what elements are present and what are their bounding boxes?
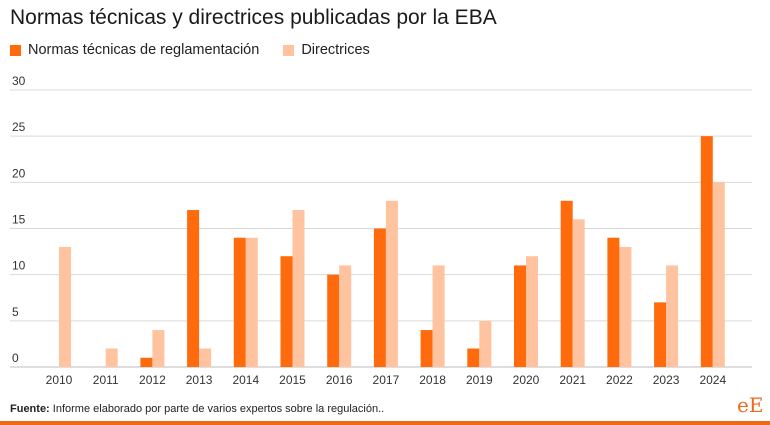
y-tick-label: 10 <box>12 259 26 273</box>
bar-directrices <box>432 265 445 367</box>
legend-label-directrices: Directrices <box>301 42 370 58</box>
bar-directrices <box>385 200 398 367</box>
x-tick-label: 2017 <box>373 373 400 387</box>
bar-directrices <box>572 219 585 367</box>
bar-directrices <box>105 348 118 367</box>
x-tick-label: 2019 <box>466 373 493 387</box>
x-tick-label: 2016 <box>326 373 353 387</box>
x-tick-label: 2010 <box>46 373 73 387</box>
bar-directrices <box>339 265 352 367</box>
chart-title: Normas técnicas y directrices publicadas… <box>10 6 497 29</box>
bar-normas <box>560 200 573 367</box>
bar-normas <box>327 274 340 367</box>
x-tick-label: 2023 <box>653 373 680 387</box>
x-tick-label: 2011 <box>93 373 119 387</box>
bar-directrices <box>526 256 538 367</box>
x-tick-label: 2012 <box>139 373 166 387</box>
bar-directrices <box>152 330 165 367</box>
brand-logo: eE <box>737 393 764 417</box>
legend-item-normas: Normas técnicas de reglamentación <box>10 42 259 58</box>
bar-normas <box>187 210 200 367</box>
source-label: Fuente: <box>10 403 50 415</box>
x-tick-label: 2014 <box>232 373 259 387</box>
x-tick-label: 2024 <box>699 373 726 387</box>
source-note: Fuente: Informe elaborado por parte de v… <box>10 403 384 415</box>
bar-normas <box>607 237 620 367</box>
bar-normas <box>514 265 526 367</box>
bar-normas <box>280 256 293 367</box>
x-tick-label: 2020 <box>513 373 540 387</box>
bar-normas <box>654 302 667 367</box>
legend-swatch-normas <box>10 44 21 56</box>
chart-legend: Normas técnicas de reglamentación Direct… <box>10 42 394 58</box>
x-tick-label: 2022 <box>606 373 633 387</box>
legend-label-normas: Normas técnicas de reglamentación <box>28 42 260 58</box>
source-text: Informe elaborado por parte de varios ex… <box>52 403 385 415</box>
y-tick-label: 25 <box>12 120 26 134</box>
bar-normas <box>700 136 713 367</box>
bar-directrices <box>199 348 212 367</box>
y-tick-label: 0 <box>12 351 19 365</box>
x-tick-label: 2018 <box>419 373 446 387</box>
bar-chart: 0 5 10 15 20 25 30 2010 2011 2012 2013 2014 2015 2016… <box>10 74 752 387</box>
legend-item-directrices: Directrices <box>283 42 370 58</box>
y-tick-label: 30 <box>12 74 26 88</box>
bottom-accent-bar <box>0 421 770 425</box>
bar-directrices <box>666 265 679 367</box>
bar-directrices <box>619 246 632 367</box>
bar-directrices <box>59 246 71 367</box>
bar-directrices <box>712 182 725 367</box>
bar-directrices <box>245 237 258 367</box>
bar-normas <box>233 237 246 367</box>
bar-directrices <box>292 210 305 367</box>
bar-normas <box>420 330 433 367</box>
x-tick-label: 2015 <box>279 373 306 387</box>
legend-swatch-directrices <box>283 44 295 56</box>
x-tick-label: 2021 <box>559 373 586 387</box>
x-tick-label: 2013 <box>186 373 213 387</box>
bar-normas <box>140 357 153 367</box>
y-tick-label: 15 <box>12 213 26 227</box>
bar-normas <box>373 228 386 367</box>
bar-directrices <box>479 320 492 367</box>
y-tick-label: 5 <box>12 305 19 319</box>
y-tick-label: 20 <box>12 166 26 180</box>
bar-normas <box>467 348 480 367</box>
